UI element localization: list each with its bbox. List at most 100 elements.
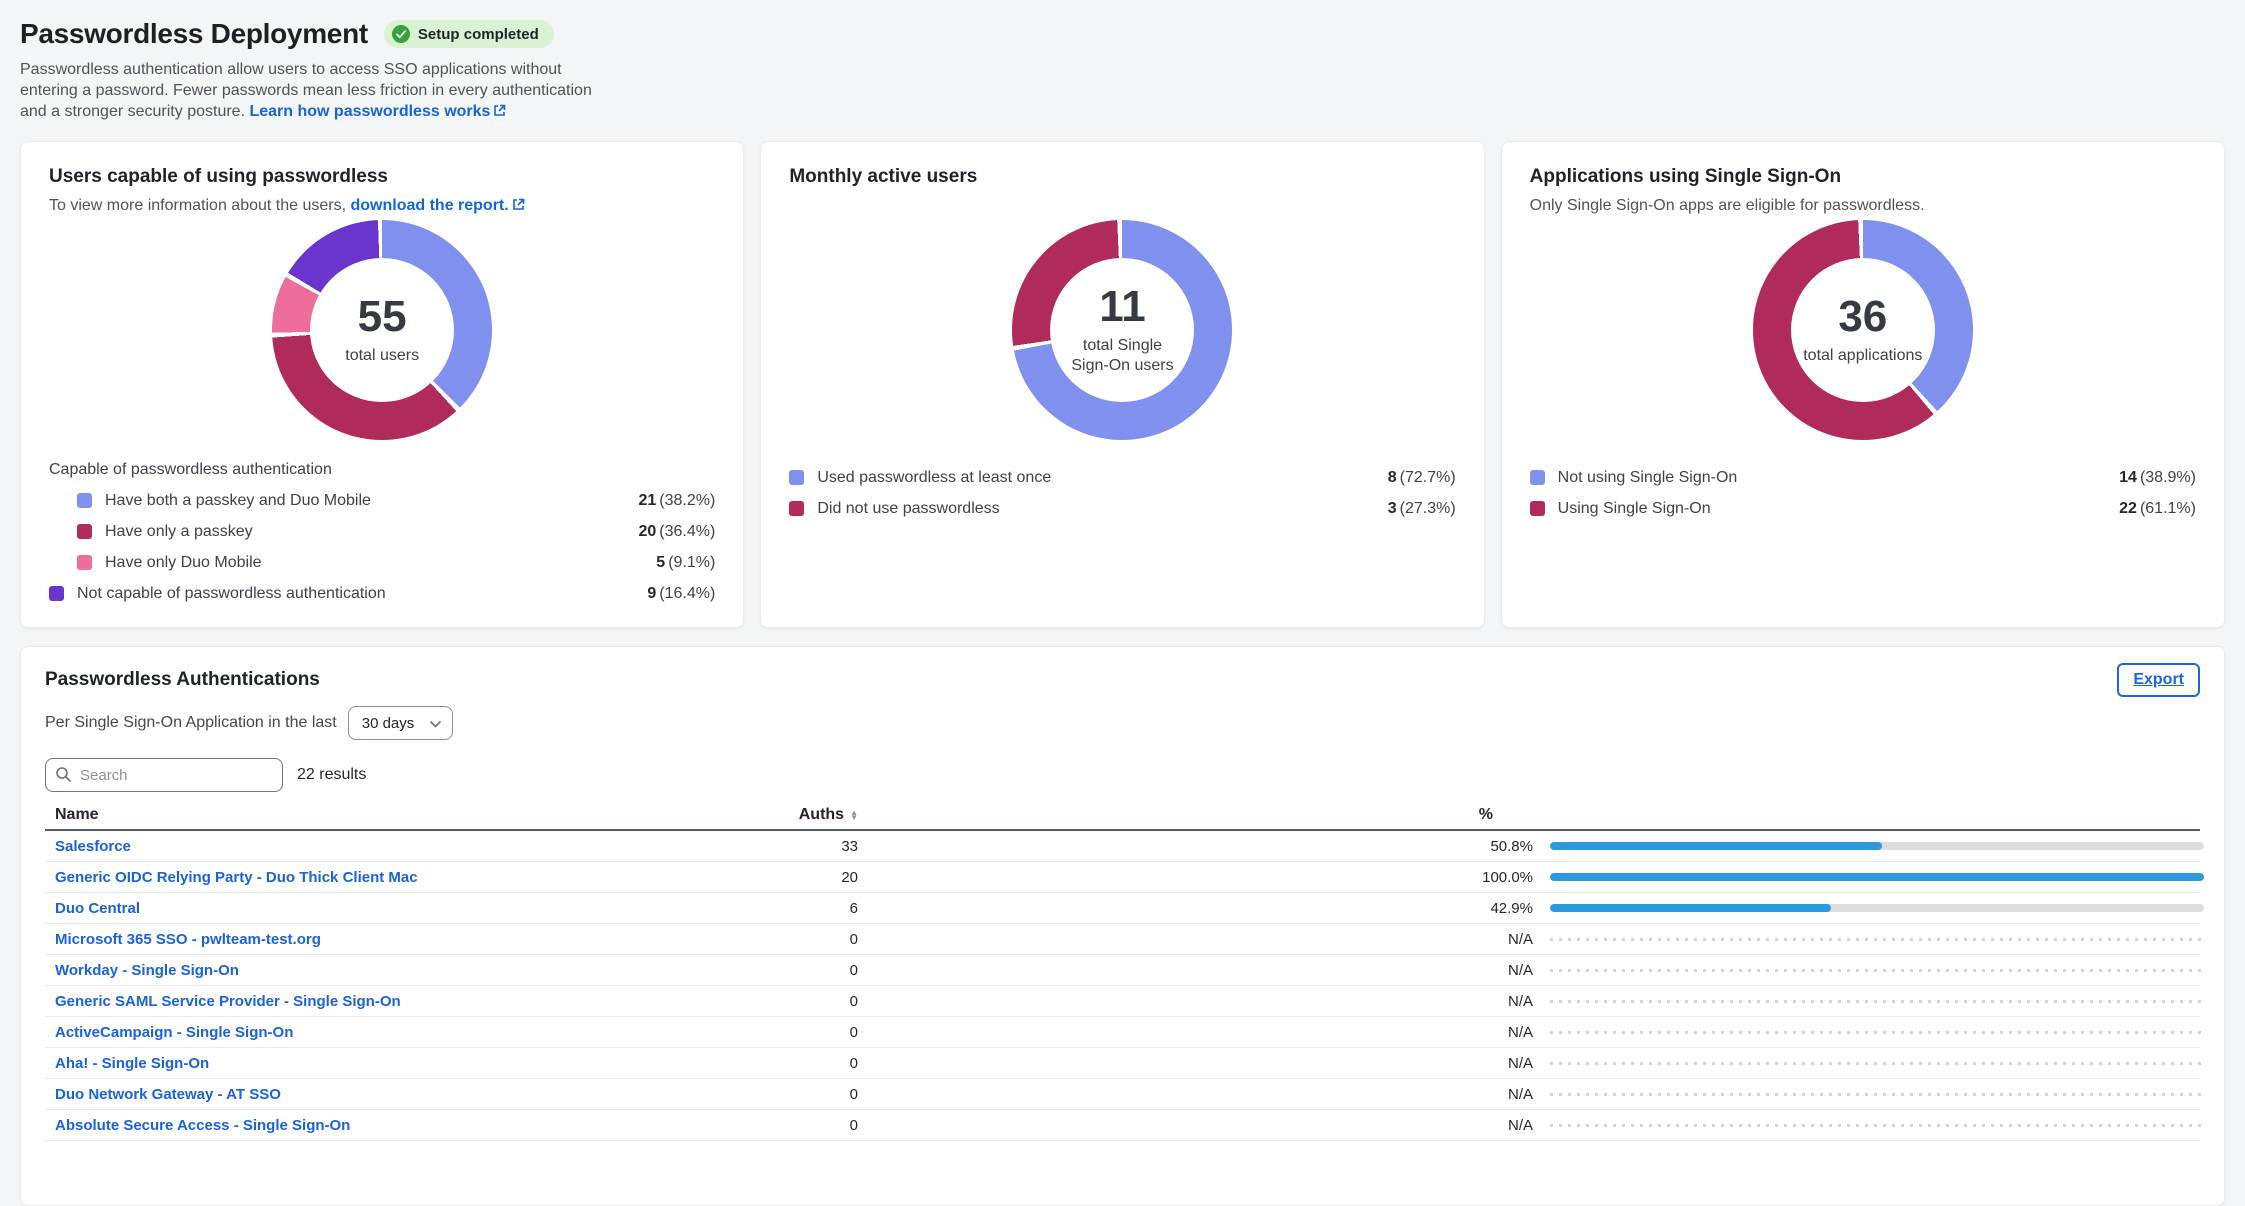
application-link[interactable]: Microsoft 365 SSO - pwlteam-test.org (55, 930, 321, 948)
legend-value: 3 (27.3%) (1387, 499, 1456, 517)
progress-track (1550, 842, 2204, 850)
application-link[interactable]: Duo Network Gateway - AT SSO (55, 1085, 281, 1103)
results-count: 22 results (297, 766, 367, 783)
table-row: Duo Network Gateway - AT SSO 0 N/A (45, 1079, 2204, 1110)
legend-item: Not capable of passwordless authenticati… (49, 578, 715, 609)
auth-table: Name Auths ▲ ▼ % Salesforce 33 50.8% Generic… (45, 800, 2204, 1141)
status-badge: Setup completed (383, 20, 554, 48)
legend-swatch (789, 470, 805, 485)
pct-cell: N/A (1507, 1116, 1533, 1134)
legend-item: Using Single Sign-On 22 (61.1%) (1529, 493, 2196, 524)
application-link[interactable]: ActiveCampaign - Single Sign-On (55, 1023, 294, 1041)
card-title: Users capable of using passwordless (49, 166, 388, 187)
apps-legend: Not using Single Sign-On 14 (38.9%) Using S… (1529, 462, 2196, 524)
legend-item: Have both a passkey and Duo Mobile 21 (38.… (49, 485, 715, 516)
table-row: Absolute Secure Access - Single Sign-On 0… (45, 1110, 2204, 1141)
progress-fill (1550, 842, 1883, 850)
application-link[interactable]: Salesforce (55, 837, 131, 855)
legend-swatch (77, 524, 92, 539)
legend-item: Have only a passkey 20 (36.4%) (49, 516, 715, 547)
users-donut-chart: 55 total users (272, 220, 493, 440)
time-range-select[interactable]: 30 days (347, 706, 454, 740)
mau-legend: Used passwordless at least once 8 (72.7%) D… (789, 462, 1456, 524)
auth-progress (1550, 1030, 2204, 1034)
filter-row: Per Single Sign-On Application in the la… (45, 706, 2200, 740)
donut-center: 36 total applications (1790, 258, 1935, 402)
legend-value: 22 (61.1%) (2119, 499, 2196, 517)
auth-progress (1550, 842, 2204, 850)
auths-cell: 0 (849, 1116, 858, 1134)
auth-progress (1550, 1123, 2204, 1127)
application-link[interactable]: Duo Central (55, 899, 141, 917)
auths-cell: 33 (841, 837, 858, 855)
progress-fill (1550, 904, 1831, 912)
legend-item: Used passwordless at least once 8 (72.7%) (789, 462, 1456, 493)
auths-cell: 0 (849, 930, 858, 948)
pct-cell: 50.8% (1490, 837, 1533, 855)
stat-cards: Users capable of using passwordless To v… (20, 141, 2225, 628)
donut-center: 11 total Single Sign-On users (1050, 258, 1195, 402)
application-link[interactable]: Generic OIDC Relying Party - Duo Thick C… (55, 868, 418, 886)
legend-item: Did not use passwordless 3 (27.3%) (789, 493, 1456, 524)
legend-swatch (1529, 470, 1545, 485)
auths-cell: 0 (849, 961, 858, 979)
page-header: Passwordless Deployment Setup completed … (0, 0, 2245, 123)
legend-item: Have only Duo Mobile 5 (9.1%) (49, 547, 715, 578)
export-button[interactable]: Export (2117, 663, 2200, 697)
pct-cell: N/A (1507, 1023, 1533, 1041)
pct-cell: 100.0% (1482, 868, 1533, 886)
card-users-capable: Users capable of using passwordless To v… (20, 141, 745, 628)
auths-cell: 0 (849, 992, 858, 1010)
auths-cell: 20 (841, 868, 858, 886)
auths-cell: 0 (849, 1054, 858, 1072)
users-legend: Capable of passwordless authentication Ha… (49, 454, 715, 609)
legend-value: 20 (36.4%) (638, 522, 716, 540)
legend-swatch (77, 555, 92, 570)
application-link[interactable]: Absolute Secure Access - Single Sign-On (55, 1116, 351, 1134)
mau-donut-chart: 11 total Single Sign-On users (1012, 220, 1233, 440)
progress-empty-dotted (1550, 968, 2204, 972)
legend-label: Have both a passkey and Duo Mobile (105, 491, 371, 509)
learn-passwordless-link[interactable]: Learn how passwordless works (249, 103, 506, 120)
legend-label: Have only a passkey (105, 522, 253, 540)
legend-swatch (1529, 501, 1545, 516)
table-row: Workday - Single Sign-On 0 N/A (45, 955, 2204, 986)
application-link[interactable]: Generic SAML Service Provider - Single S… (55, 992, 401, 1010)
pct-cell: N/A (1507, 930, 1533, 948)
progress-empty-dotted (1550, 1061, 2204, 1065)
table-row: Aha! - Single Sign-On 0 N/A (45, 1048, 2204, 1079)
pct-cell: N/A (1507, 992, 1533, 1010)
legend-label: Have only Duo Mobile (105, 553, 262, 571)
progress-empty-dotted (1550, 1092, 2204, 1096)
application-link[interactable]: Workday - Single Sign-On (55, 961, 239, 979)
legend-label: Using Single Sign-On (1557, 499, 1711, 517)
auth-progress (1550, 937, 2204, 941)
table-row: ActiveCampaign - Single Sign-On 0 N/A (45, 1017, 2204, 1048)
progress-empty-dotted (1550, 1030, 2204, 1034)
legend-swatch (77, 493, 92, 508)
auths-cell: 0 (849, 1023, 858, 1041)
external-link-icon (493, 102, 506, 123)
page-description: Passwordless authentication allow users … (20, 59, 600, 123)
page-title: Passwordless Deployment (20, 18, 368, 49)
column-header-auths[interactable]: Auths ▲ ▼ (798, 805, 858, 823)
table-row: Generic SAML Service Provider - Single S… (45, 986, 2204, 1017)
apps-donut-chart: 36 total applications (1752, 220, 1973, 440)
filter-label: Per Single Sign-On Application in the la… (45, 714, 337, 731)
donut-total-label: total applications (1803, 346, 1923, 364)
legend-label: Not capable of passwordless authenticati… (77, 584, 386, 602)
table-row: Duo Central 6 42.9% (45, 893, 2204, 924)
column-header-pct: % (1478, 805, 1493, 823)
donut-center: 55 total users (310, 258, 455, 402)
table-body: Salesforce 33 50.8% Generic OIDC Relying Pa… (45, 831, 2204, 1141)
legend-item: Not using Single Sign-On 14 (38.9%) (1529, 462, 2196, 493)
legend-value: 9 (16.4%) (647, 584, 716, 602)
sort-icon[interactable]: ▲ ▼ (850, 807, 858, 822)
card-apps-sso: Applications using Single Sign-On Only S… (1500, 141, 2225, 628)
download-report-link[interactable]: download the report. (350, 197, 525, 214)
search-input[interactable] (45, 758, 283, 792)
section-title: Passwordless Authentications (45, 669, 320, 690)
donut-total-value: 36 (1838, 291, 1888, 341)
column-header-name: Name (55, 805, 99, 823)
application-link[interactable]: Aha! - Single Sign-On (55, 1054, 210, 1072)
